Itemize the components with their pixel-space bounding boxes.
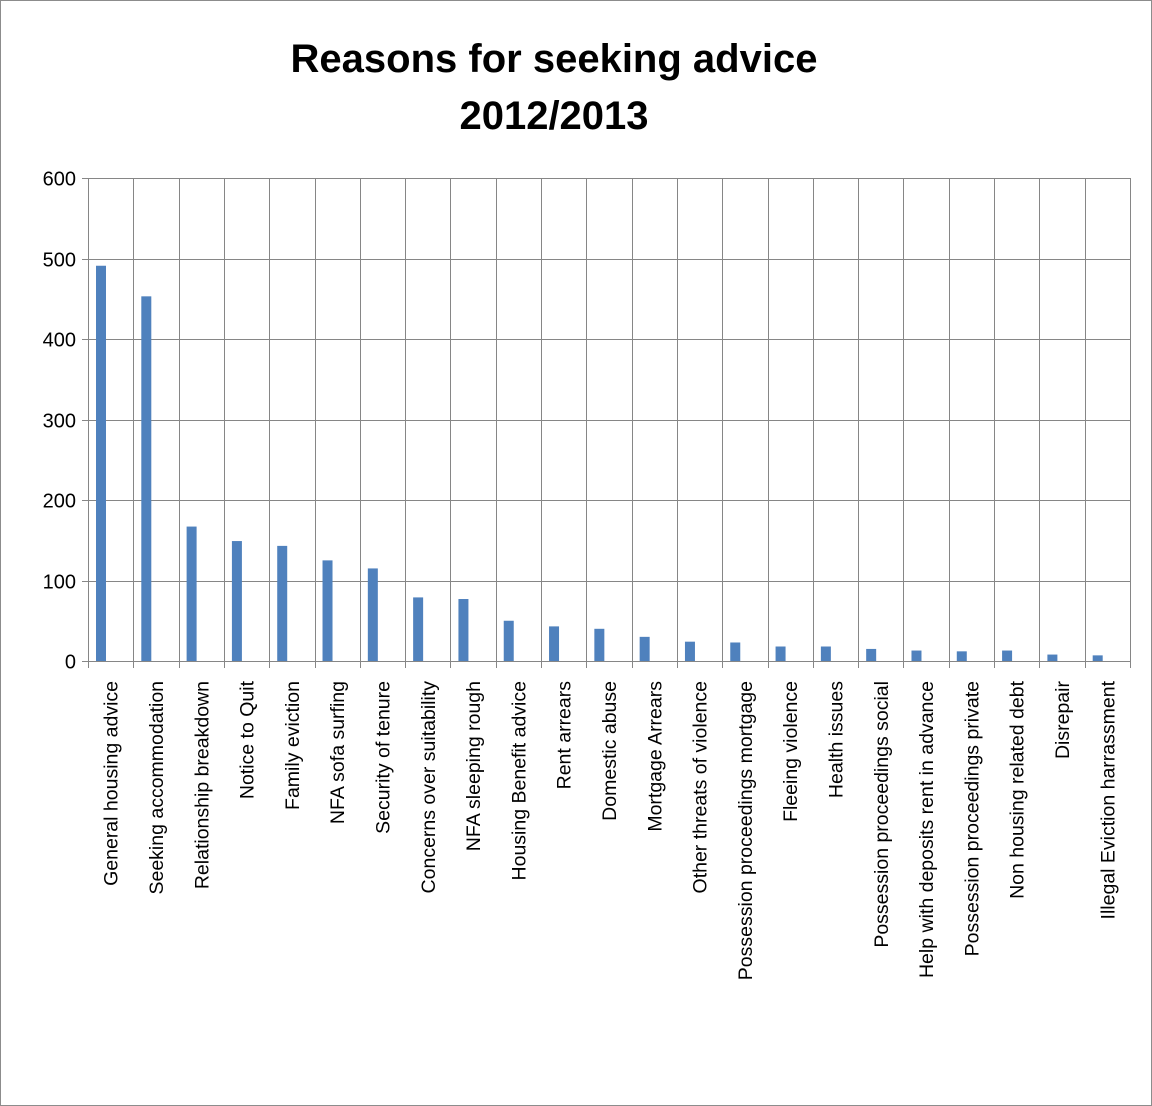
bar [684,641,695,661]
x-tick-label: General housing advice [101,681,123,886]
x-tick-label: Rent arrears [554,681,576,790]
bar [639,636,650,661]
bar [775,646,786,661]
y-tick-label: 200 [43,491,76,513]
x-labels-layer: General housing advice Seeking accommodat… [101,680,1120,980]
x-tick-label: Fleeing violence [780,681,802,822]
x-tick-label: Mortgage Arrears [644,681,666,832]
grid-layer [88,178,1131,662]
chart-subtitle: 2012/2013 [459,94,649,138]
bar [1092,655,1103,661]
bar [367,568,378,661]
bar [1002,650,1013,661]
y-ticks-layer: 0 100 200 300 400 500 600 [43,169,76,674]
bar [186,526,197,661]
y-tick-label: 300 [43,411,76,433]
x-tick-label: Domestic abuse [599,681,621,821]
x-tick-label: Disrepair [1052,681,1074,760]
x-tick-label: Possession proceedings social [871,681,893,948]
y-tick-label: 400 [43,330,76,352]
x-tick-label: Other threats of violence [690,681,712,893]
axes-layer [82,178,1131,668]
bar [730,642,741,661]
x-tick-label: Health issues [826,681,848,798]
x-tick-label: NFA sofa surfing [327,681,349,824]
bar [503,620,514,661]
x-tick-label: NFA sleeping rough [463,681,485,851]
bar [866,648,877,661]
x-tick-label: Security of tenure [372,681,394,834]
bar [549,626,560,661]
bar [413,597,424,661]
bar [458,599,469,661]
bar [277,545,288,661]
bar [594,628,605,661]
x-tick-label: Housing Benefit advice [508,681,530,880]
bars-layer [96,265,1103,661]
bar [141,296,152,661]
bar [322,560,333,661]
chart-title: Reasons for seeking advice [290,37,818,81]
y-tick-label: 500 [43,250,76,272]
y-tick-label: 600 [43,169,76,191]
x-tick-label: Family eviction [282,681,304,810]
x-tick-label: Help with deposits rent in advance [916,681,938,978]
bar [911,650,922,661]
chart-title-block: Reasons for seeking advice 2012/2013 [1,31,1107,145]
x-tick-label: Non housing related debt [1007,680,1029,898]
x-tick-label: Possession proceedings mortgage [735,681,757,980]
x-tick-label: Illegal Eviction harrassment [1097,680,1119,919]
bar [820,646,831,661]
x-tick-label: Possession proceedings private [961,681,983,956]
x-tick-label: Relationship breakdown [191,681,213,889]
bar [231,541,242,661]
x-tick-label: Notice to Quit [237,680,259,799]
bar [1047,654,1058,661]
bar [96,265,106,661]
y-tick-label: 100 [43,572,76,594]
y-tick-label: 0 [65,652,76,674]
bar [956,651,967,661]
x-tick-label: Concerns over suitability [418,681,440,894]
x-tick-label: Seeking accommodation [146,681,168,895]
